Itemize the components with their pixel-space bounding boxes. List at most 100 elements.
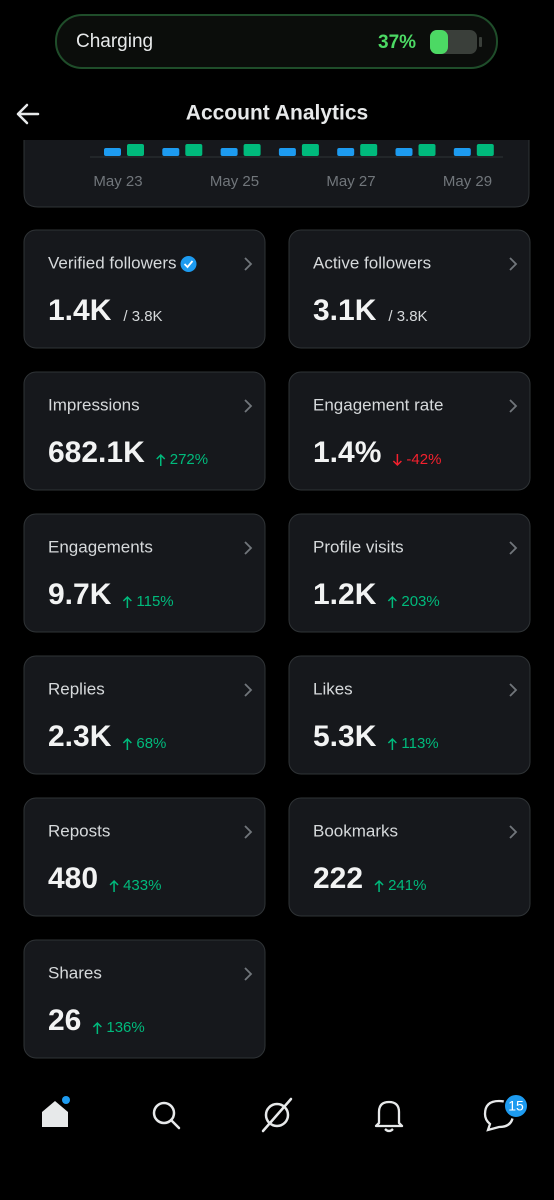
card-bg: [23, 371, 266, 491]
card-total: / 3.8K: [388, 308, 427, 325]
card-change: 241%: [388, 877, 426, 894]
card-label: Shares: [48, 963, 102, 982]
arrow-up: [92, 1021, 102, 1034]
card-bg: [23, 229, 266, 349]
metric-card[interactable]: Engagements 9.7K 115%: [23, 513, 266, 633]
bar-green: [185, 144, 203, 156]
card-value: 1.4%: [313, 436, 381, 469]
arrow-up: [387, 737, 397, 750]
chevron: [244, 825, 253, 839]
badge-count: 15: [508, 1098, 524, 1114]
metric-card[interactable]: Profile visits 1.2K 203%: [288, 513, 531, 633]
card-value: 2.3K: [48, 720, 112, 753]
card-bg: [23, 655, 266, 775]
home-dot: [62, 1096, 70, 1104]
bar-green: [243, 144, 261, 156]
card-change: 115%: [136, 593, 173, 610]
metric-card[interactable]: Bookmarks 222 241%: [288, 797, 531, 917]
x-label: May 27: [326, 173, 375, 190]
chevron: [244, 257, 253, 271]
card-bg: [288, 655, 531, 775]
card-value: 26: [48, 1004, 81, 1037]
card-change: 203%: [401, 593, 439, 610]
card-value: 222: [313, 862, 363, 895]
verified-badge: [180, 256, 197, 272]
bar-green: [418, 144, 436, 156]
card-value: 9.7K: [48, 578, 112, 611]
card-value: 5.3K: [313, 720, 377, 753]
chart-bars: May 23 May 25 May 27 May 29: [93, 144, 494, 190]
notifications-icon[interactable]: [374, 1100, 404, 1133]
grok-icon[interactable]: [261, 1097, 293, 1133]
metric-card[interactable]: Engagement rate 1.4% -42%: [288, 371, 531, 491]
card-bg: [23, 513, 266, 633]
page-title: Account Analytics: [186, 102, 368, 125]
chevron: [244, 399, 253, 413]
chevron: [509, 541, 518, 555]
arrow-up: [109, 879, 119, 892]
bar-blue: [278, 148, 296, 156]
card-total: / 3.8K: [123, 308, 162, 325]
chevron: [509, 683, 518, 697]
bar-green: [127, 144, 144, 156]
card-bg: [23, 797, 266, 917]
card-label: Engagement rate: [313, 395, 443, 414]
metric-card[interactable]: Likes 5.3K 113%: [288, 655, 531, 775]
bar-blue: [337, 148, 355, 156]
card-label: Verified followers: [48, 253, 177, 272]
arrow-up: [122, 737, 132, 750]
message-badge: [503, 1093, 529, 1119]
metric-card[interactable]: Active followers 3.1K / 3.8K: [288, 229, 531, 349]
search-icon[interactable]: [152, 1101, 181, 1130]
card-label: Likes: [313, 679, 353, 698]
bar-green: [360, 144, 378, 156]
chevron: [244, 967, 253, 981]
card-value: 1.2K: [313, 578, 377, 611]
bottom-nav: 15: [42, 1093, 529, 1133]
metric-card[interactable]: Verified followers 1.4K / 3.8K: [23, 229, 266, 349]
card-label: Bookmarks: [313, 821, 398, 840]
metric-card[interactable]: Shares 26 136%: [23, 939, 266, 1059]
card-bg: [23, 939, 266, 1059]
chevron: [244, 683, 253, 697]
arrow-up: [387, 595, 397, 608]
bar-blue: [395, 148, 413, 156]
home-icon[interactable]: [42, 1101, 68, 1127]
arrow-up: [122, 595, 132, 608]
metric-card[interactable]: Impressions 682.1K 272%: [23, 371, 266, 491]
card-value: 1.4K: [48, 294, 112, 327]
card-change: 272%: [170, 451, 208, 468]
chevron: [509, 399, 518, 413]
card-change: 68%: [136, 735, 166, 752]
x-label: May 25: [210, 173, 259, 190]
bar-green: [476, 144, 494, 156]
card-bg: [288, 513, 531, 633]
x-label: May 23: [93, 173, 142, 190]
card-label: Reposts: [48, 821, 110, 840]
card-change: 433%: [123, 877, 161, 894]
bar-blue: [220, 148, 238, 156]
card-change: 113%: [401, 735, 438, 752]
status-pill: [55, 14, 498, 69]
battery-percent: 37%: [378, 32, 416, 53]
metric-card[interactable]: Replies 2.3K 68%: [23, 655, 266, 775]
metric-card[interactable]: Reposts 480 433%: [23, 797, 266, 917]
bar-blue: [104, 148, 121, 156]
verified-check: [183, 260, 194, 269]
card-bg: [288, 797, 531, 917]
arrow-down: [392, 454, 402, 467]
x-label: May 29: [443, 173, 492, 190]
arrow-up: [156, 453, 166, 466]
chevron: [244, 541, 253, 555]
card-label: Replies: [48, 679, 105, 698]
card-label: Profile visits: [313, 537, 404, 556]
chevron: [509, 257, 518, 271]
card-value: 3.1K: [313, 294, 377, 327]
card-label: Impressions: [48, 395, 140, 414]
card-label: Engagements: [48, 537, 153, 556]
bar-blue: [162, 148, 180, 156]
back-button[interactable]: [16, 103, 40, 125]
